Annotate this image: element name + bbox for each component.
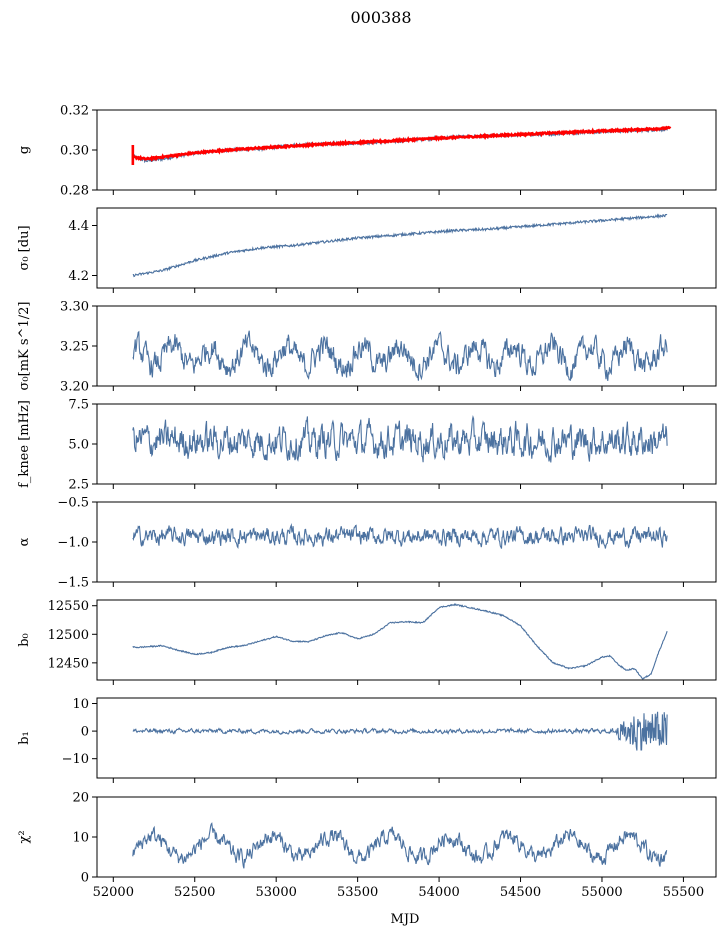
x-tick-label: 55000 bbox=[581, 885, 622, 900]
y-axis-label: χ² bbox=[17, 830, 32, 843]
series-line-chi2 bbox=[132, 822, 668, 869]
y-tick-label: 3.25 bbox=[60, 340, 89, 355]
plot-frame bbox=[96, 697, 717, 779]
plot-frame bbox=[96, 501, 717, 583]
y-tick-label: 3.20 bbox=[60, 380, 89, 395]
y-tick-label: 4.4 bbox=[68, 219, 89, 234]
plot-frame bbox=[96, 796, 717, 878]
y-tick-label: 5.0 bbox=[68, 438, 89, 453]
y-axis-label: b₁ bbox=[17, 731, 32, 745]
y-tick-label: 0 bbox=[81, 871, 89, 886]
x-tick-label: 52500 bbox=[174, 885, 215, 900]
y-tick-label: −1.0 bbox=[57, 536, 89, 551]
series-line-sigma0 bbox=[132, 213, 668, 278]
y-tick-label: 0.32 bbox=[60, 104, 89, 119]
panel-sigma0: 4.2 4.4 σ₀ [du] bbox=[17, 207, 717, 293]
panel-g: 0.28 0.30 0.32 g bbox=[17, 104, 717, 199]
panel-b0: 12450 12500 12550 b₀ bbox=[17, 599, 717, 685]
panel-sigma0_mk: 3.20 3.25 3.30 σ₀[mK s^1/2] bbox=[17, 300, 717, 395]
plot-frame bbox=[96, 207, 717, 289]
y-tick-label: 10 bbox=[72, 697, 89, 712]
y-axis-label: α bbox=[17, 537, 32, 546]
y-tick-label: 0 bbox=[81, 725, 89, 740]
series-line-sigma0_mk bbox=[132, 330, 668, 382]
y-axis-label: σ₀[mK s^1/2] bbox=[17, 302, 32, 391]
x-tick-label: 52000 bbox=[93, 885, 134, 900]
x-tick-label: 53000 bbox=[256, 885, 297, 900]
x-tick-label: 55500 bbox=[663, 885, 704, 900]
series-line-b1 bbox=[132, 711, 668, 751]
y-tick-label: 12550 bbox=[48, 599, 89, 614]
series-line-alpha bbox=[132, 523, 668, 550]
panels: 0.28 0.30 0.32 g 4.2 4.4 σ₀ [du] 3.20 3.25 3.30 σ₀… bbox=[17, 104, 717, 900]
x-tick-label: 54000 bbox=[418, 885, 459, 900]
plot-frame bbox=[96, 599, 717, 681]
series-line-fknee bbox=[132, 414, 668, 463]
y-tick-label: 7.5 bbox=[68, 398, 89, 413]
series-line-g-fit bbox=[131, 125, 672, 162]
x-axis-label: MJD bbox=[391, 912, 420, 927]
y-axis-label: f_knee [mHz] bbox=[17, 400, 32, 488]
plot-frame bbox=[96, 109, 717, 191]
y-axis-label: b₀ bbox=[17, 633, 32, 647]
y-axis-label: σ₀ [du] bbox=[17, 225, 32, 270]
y-tick-label: 3.30 bbox=[60, 300, 89, 315]
x-tick-label: 54500 bbox=[500, 885, 541, 900]
y-tick-label: −1.5 bbox=[57, 576, 89, 591]
y-tick-label: 12450 bbox=[48, 656, 89, 671]
y-tick-label: 2.5 bbox=[68, 478, 89, 493]
figure-title: 000388 bbox=[350, 8, 411, 27]
x-tick-label: 53500 bbox=[337, 885, 378, 900]
panel-alpha: −1.5 −1.0 −0.5 α bbox=[17, 496, 717, 591]
y-tick-label: −0.5 bbox=[57, 496, 89, 511]
y-axis-label: g bbox=[17, 146, 32, 154]
series-line-b0 bbox=[132, 603, 668, 680]
y-tick-label: 4.2 bbox=[68, 269, 89, 284]
y-tick-label: 12500 bbox=[48, 628, 89, 643]
panel-chi2: 0 10 20 χ² 52000 52500 53000 53500 54000 54500 550… bbox=[17, 791, 717, 900]
panel-fknee: 2.5 5.0 7.5 f_knee [mHz] bbox=[17, 398, 717, 493]
y-tick-label: 10 bbox=[72, 831, 89, 846]
y-tick-label: 20 bbox=[72, 791, 89, 806]
panel-b1: −10 0 10 b₁ bbox=[17, 697, 717, 783]
y-tick-label: 0.28 bbox=[60, 184, 89, 199]
y-tick-label: 0.30 bbox=[60, 144, 89, 159]
y-tick-label: −10 bbox=[62, 752, 89, 767]
